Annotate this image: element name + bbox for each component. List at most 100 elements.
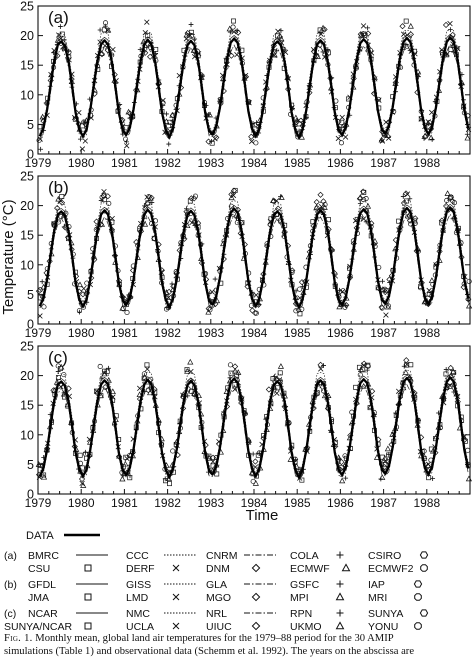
x-tick-label: 1984 (241, 326, 268, 340)
legend-group-label: (a) (4, 550, 17, 562)
model-marker-circle (299, 306, 305, 312)
data-series-line (38, 376, 470, 479)
model-marker-square (153, 46, 159, 52)
model-marker-triangle (228, 194, 235, 201)
model-marker-plus (421, 136, 427, 141)
model-marker-triangle (292, 114, 299, 121)
model-marker-cross (273, 198, 280, 204)
model-marker-triangle (252, 480, 259, 486)
model-marker-diamond (191, 195, 198, 202)
model-marker-triangle (384, 303, 392, 310)
model-marker-circle (192, 193, 199, 199)
model-marker-triangle (450, 368, 457, 375)
model-marker-diamond (100, 192, 107, 199)
legend-item-label: YONU (368, 621, 398, 632)
model-marker-square (365, 362, 371, 368)
model-marker-square (447, 383, 453, 389)
model-marker-cross (318, 366, 324, 372)
legend-item-label: UIUC (206, 621, 232, 632)
model-marker-diamond (276, 33, 284, 41)
model-marker-square (187, 198, 193, 204)
legend-marker-plus (336, 580, 344, 588)
model-marker-cross (335, 135, 342, 142)
model-marker-cross (232, 386, 238, 392)
legend-item-label: IAP (368, 579, 385, 591)
caption-line-1: Fig. 1. Monthly mean, global land air te… (4, 632, 470, 645)
y-tick-label: 20 (20, 29, 34, 43)
model-marker-circle (361, 197, 367, 203)
model-marker-plus (137, 46, 143, 52)
model-marker-diamond (443, 202, 450, 210)
caption-lead: Fig. 1. (4, 633, 33, 644)
model-marker-diamond (407, 31, 414, 38)
y-tick-label: 5 (27, 288, 34, 302)
model-marker-diamond (360, 188, 367, 195)
model-marker-square (353, 384, 359, 390)
x-tick-label: 1981 (111, 326, 138, 340)
data-series-line (38, 36, 470, 139)
model-marker-plus (39, 279, 45, 285)
x-tick-label: 1979 (25, 496, 52, 510)
model-marker-plus (77, 136, 83, 142)
legend-marker-triangle (335, 621, 345, 630)
x-tick-label: 1980 (68, 326, 95, 340)
model-marker-triangle (384, 445, 391, 452)
model-marker-triangle (60, 390, 68, 397)
model-marker-cross (295, 117, 302, 124)
x-tick-label: 1986 (327, 326, 354, 340)
model-marker-diamond (382, 288, 389, 296)
x-tick-label: 1988 (413, 156, 440, 170)
legend-item-label: GISS (126, 579, 151, 591)
figure-caption: Fig. 1. Monthly mean, global land air te… (4, 632, 470, 658)
x-tick-label: 1988 (413, 326, 440, 340)
caption-text-1: Monthly mean, global land air temperatur… (35, 633, 394, 644)
legend-item-label: CSU (28, 563, 50, 575)
model-marker-diamond (102, 384, 109, 391)
model-marker-square (145, 33, 151, 39)
legend-item-label: ECMWF2 (368, 563, 414, 575)
legend-item-label: MGO (206, 592, 231, 604)
model-marker-square (339, 119, 345, 125)
model-marker-plus (365, 25, 371, 31)
model-marker-diamond (252, 309, 259, 317)
model-marker-square (296, 121, 302, 127)
model-marker-plus (379, 137, 384, 143)
model-marker-triangle (424, 462, 431, 468)
model-marker-diamond (381, 464, 388, 471)
model-marker-diamond (65, 385, 72, 392)
model-marker-cross (57, 197, 64, 204)
model-marker-plus (278, 28, 284, 34)
model-marker-triangle (109, 388, 116, 395)
model-marker-cross (101, 188, 107, 195)
y-tick-label: 0 (27, 148, 34, 162)
model-marker-triangle (141, 373, 148, 380)
panel-label: (b) (48, 178, 69, 197)
model-marker-diamond (400, 199, 408, 207)
model-marker-plus (429, 137, 435, 142)
model-marker-triangle (339, 477, 346, 484)
model-series-line (39, 203, 469, 308)
model-marker-plus (188, 22, 194, 27)
model-marker-diamond (447, 364, 454, 372)
model-marker-triangle (119, 475, 126, 482)
model-marker-diamond (412, 215, 419, 222)
x-tick-label: 1979 (25, 326, 52, 340)
model-marker-cross (144, 19, 150, 25)
model-marker-cross (360, 216, 367, 222)
legend-item-label: LMD (126, 592, 149, 604)
model-marker-triangle (371, 237, 379, 244)
model-series-line (39, 199, 469, 307)
legend-marker-octagon (420, 564, 428, 572)
model-marker-triangle (270, 197, 277, 203)
legend-group-label: (b) (4, 579, 17, 591)
model-marker-cross (447, 382, 453, 389)
y-tick-label: 0 (27, 318, 34, 332)
model-marker-square (277, 370, 283, 376)
model-marker-triangle (125, 108, 132, 115)
model-marker-cross (137, 385, 143, 392)
model-marker-triangle (465, 302, 473, 309)
model-marker-circle (451, 200, 458, 206)
model-marker-triangle (364, 202, 372, 209)
model-marker-triangle (465, 475, 472, 482)
